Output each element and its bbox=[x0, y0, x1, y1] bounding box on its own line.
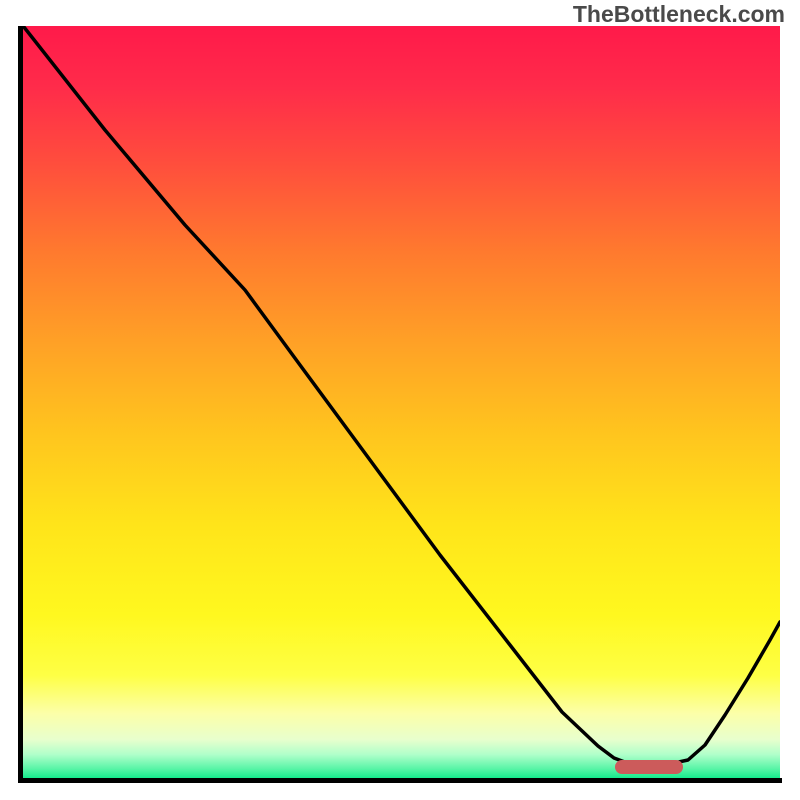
plot-area bbox=[20, 26, 780, 781]
chart-container: TheBottleneck.com bbox=[0, 0, 800, 800]
chart-overlay-svg bbox=[20, 26, 780, 781]
bottleneck-curve bbox=[20, 26, 780, 765]
watermark-text: TheBottleneck.com bbox=[573, 1, 785, 28]
axis-border-left bbox=[18, 26, 23, 781]
optimum-marker bbox=[615, 760, 683, 774]
axis-border-bottom bbox=[18, 778, 782, 783]
